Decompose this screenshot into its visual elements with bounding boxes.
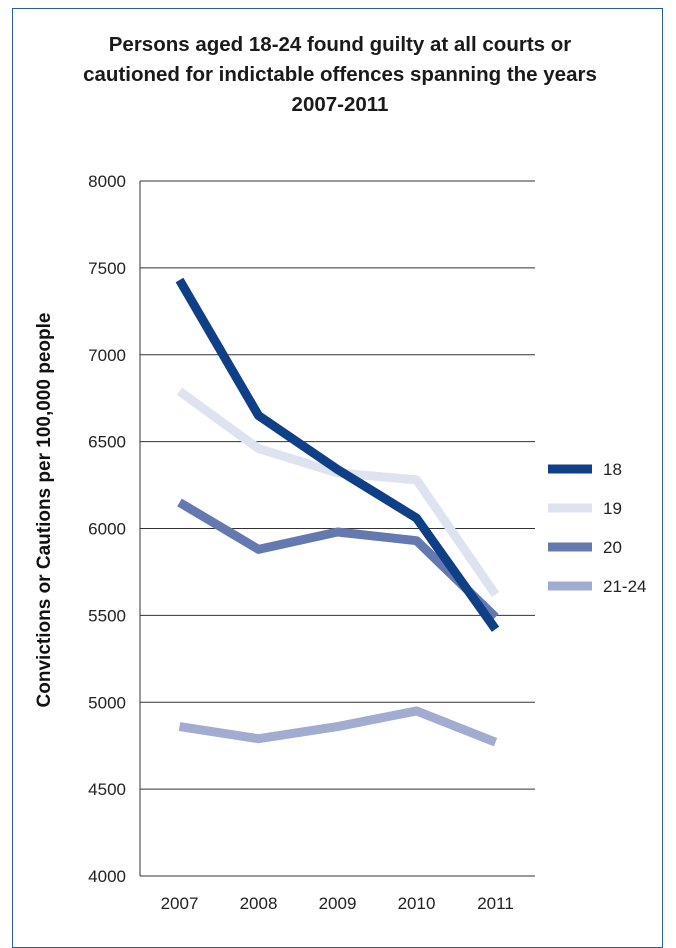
x-tick-label: 2011 xyxy=(477,894,514,913)
legend-label-20: 20 xyxy=(603,538,622,557)
y-tick-label: 4000 xyxy=(88,867,126,886)
x-tick-label: 2010 xyxy=(398,894,436,913)
y-tick-label: 6500 xyxy=(88,433,126,452)
gridlines xyxy=(140,180,535,790)
x-tick-label: 2007 xyxy=(161,894,199,913)
y-tick-label: 8000 xyxy=(88,172,126,191)
axes: 4000 4500 5000 5500 6000 6500 7000 7500 8000 2007… xyxy=(88,172,535,913)
series-line-20 xyxy=(177,498,499,621)
y-tick-label: 6000 xyxy=(88,520,126,539)
y-axis-label: Convictions or Cautions per 100,000 peop… xyxy=(34,313,55,708)
series-line-21-24 xyxy=(178,706,498,747)
chart-title: Persons aged 18-24 found guilty at all c… xyxy=(83,33,597,116)
y-tick-label: 7500 xyxy=(88,259,126,278)
series-lines xyxy=(175,277,500,747)
x-tick-label: 2008 xyxy=(240,894,278,913)
x-tick-label: 2009 xyxy=(319,894,357,913)
y-tick-label: 5500 xyxy=(88,606,126,625)
legend-label-21-24: 21-24 xyxy=(603,577,646,596)
legend-label-18: 18 xyxy=(603,460,622,479)
chart-frame xyxy=(12,8,663,948)
y-tick-label: 5000 xyxy=(88,693,126,712)
legend: 18 19 20 21-24 xyxy=(548,460,646,596)
y-tick-label: 7000 xyxy=(88,346,126,365)
y-tick-label: 4500 xyxy=(88,780,126,799)
legend-label-19: 19 xyxy=(603,499,622,518)
series-line-18 xyxy=(175,277,500,632)
